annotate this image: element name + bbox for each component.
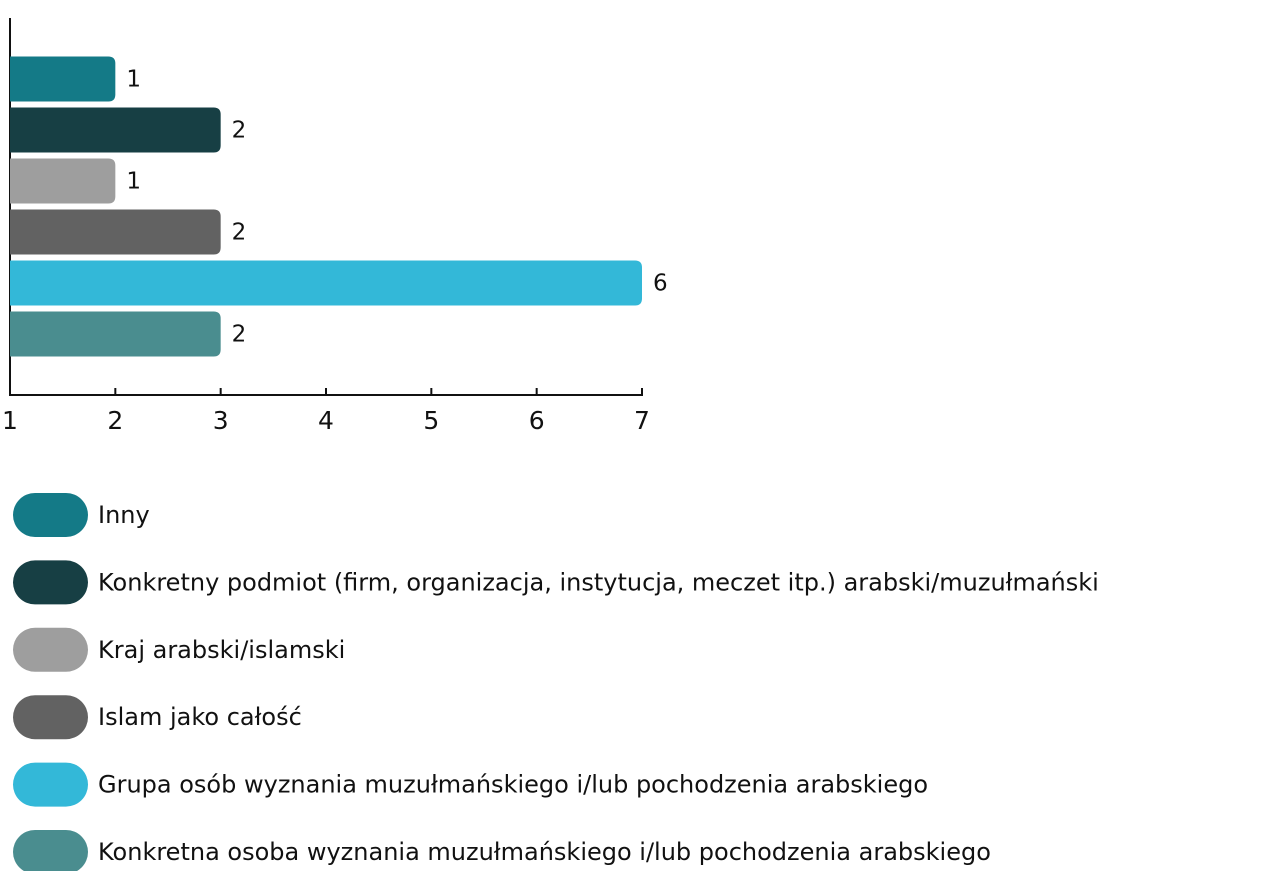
x-tick-label: 7 (634, 406, 650, 435)
value-label: 6 (653, 271, 668, 297)
legend-swatch (13, 762, 88, 807)
x-tick-label: 6 (529, 406, 545, 435)
value-label: 2 (232, 220, 247, 246)
value-label: 2 (232, 118, 247, 144)
legend-swatch (13, 493, 88, 537)
bar (10, 56, 116, 102)
x-tick-label: 2 (107, 406, 123, 435)
legend-label: Grupa osób wyznania muzułmańskiego i/lub… (98, 771, 928, 799)
bar (10, 260, 642, 306)
legend-label: Inny (98, 501, 150, 529)
legend-label: Konkretny podmiot (firm, organizacja, in… (98, 568, 1099, 596)
x-tick-label: 4 (318, 406, 334, 435)
legend-swatch (13, 830, 88, 871)
bar (10, 209, 221, 255)
x-tick-label: 5 (423, 406, 439, 435)
legend-swatch (13, 627, 88, 672)
value-label: 1 (126, 67, 141, 93)
legend-swatch (13, 695, 88, 740)
legend-label: Konkretna osoba wyznania muzułmańskiego … (98, 838, 991, 866)
legend-label: Islam jako całość (98, 703, 302, 731)
legend-label: Kraj arabski/islamski (98, 636, 345, 664)
bar (10, 107, 221, 153)
legend-swatch (13, 560, 88, 605)
bar (10, 158, 116, 204)
value-label: 1 (126, 169, 141, 195)
x-tick-label: 1 (2, 406, 18, 435)
bar (10, 311, 221, 357)
x-tick-label: 3 (213, 406, 229, 435)
value-label: 2 (232, 322, 247, 348)
